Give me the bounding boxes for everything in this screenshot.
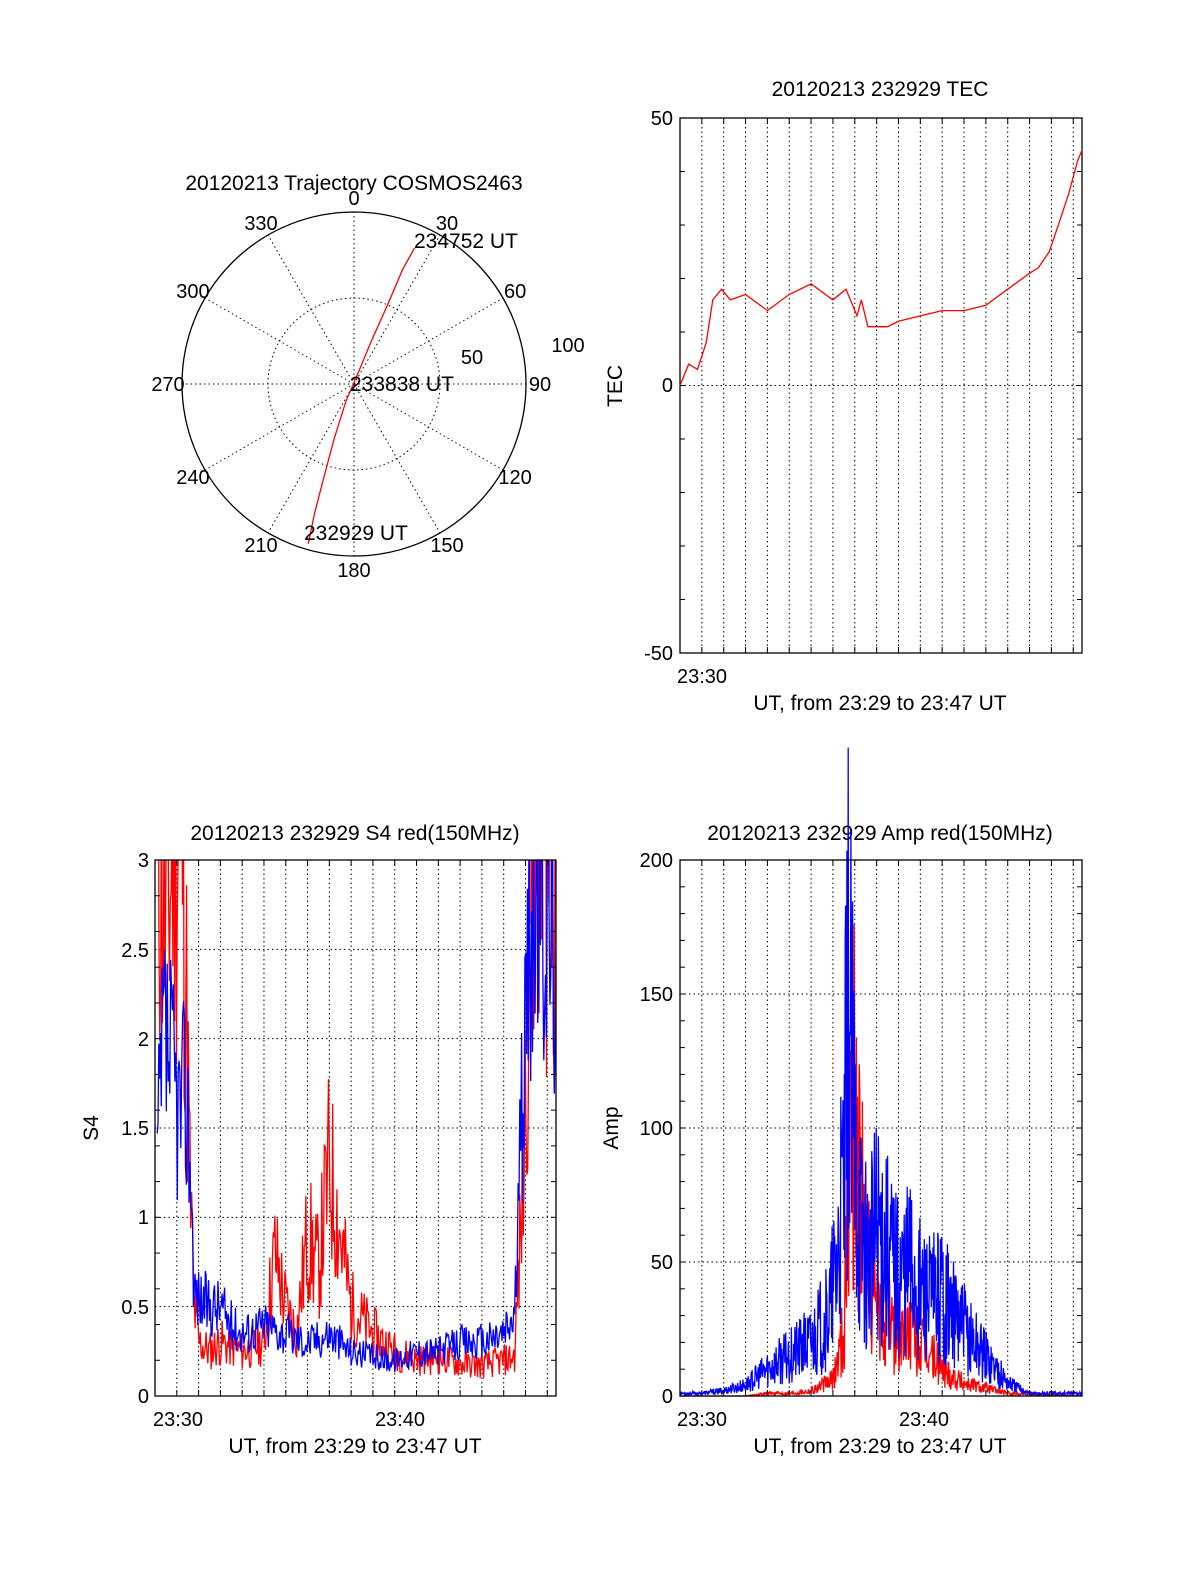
polar-title: 20120213 Trajectory COSMOS2463 bbox=[185, 172, 522, 195]
tec-plot-frame bbox=[679, 117, 1083, 654]
tec-ytick-0: 0 bbox=[662, 375, 673, 397]
polar-grid-spoke-120 bbox=[353, 383, 504, 471]
tec-ytick-50: 50 bbox=[651, 108, 673, 130]
polar-grid-spoke-60 bbox=[353, 297, 504, 385]
s4-ytick-1.5: 1.5 bbox=[121, 1118, 149, 1140]
polar-angle-label-60: 60 bbox=[504, 281, 526, 303]
s4-ytick-3: 3 bbox=[138, 850, 149, 872]
polar-angle-label-180: 180 bbox=[337, 560, 370, 582]
amp-blue-series-line bbox=[679, 747, 1083, 1398]
amp-ytick-50: 50 bbox=[651, 1252, 673, 1274]
polar-trajectory-line bbox=[307, 247, 416, 544]
s4-ylabel: S4 bbox=[80, 1115, 103, 1141]
amp-xtick-2340: 23:40 bbox=[899, 1409, 949, 1431]
polar-grid-spoke-300 bbox=[204, 297, 355, 385]
polar-angle-label-30: 30 bbox=[436, 213, 458, 235]
polar-angle-label-270: 270 bbox=[151, 374, 184, 396]
polar-annotation-end: 234752 UT bbox=[414, 230, 518, 253]
tec-grid bbox=[680, 118, 1082, 653]
amp-title: 20120213 232929 Amp red(150MHz) bbox=[707, 822, 1053, 845]
amp-chart: 20120213 232929 Amp red(150MHz) 0 50 100… bbox=[600, 747, 1083, 1458]
polar-radius-label-100: 100 bbox=[551, 335, 584, 357]
tec-ylabel: TEC bbox=[604, 365, 627, 407]
amp-ytick-0: 0 bbox=[662, 1386, 673, 1408]
amp-ticks bbox=[680, 859, 1082, 1397]
s4-ytick-2.5: 2.5 bbox=[121, 940, 149, 962]
polar-angle-label-120: 120 bbox=[498, 467, 531, 489]
polar-grid-spoke-30 bbox=[353, 234, 441, 385]
s4-xlabel: UT, from 23:29 to 23:47 UT bbox=[228, 1435, 481, 1458]
amp-ytick-100: 100 bbox=[640, 1118, 673, 1140]
amp-xlabel: UT, from 23:29 to 23:47 UT bbox=[753, 1435, 1006, 1458]
s4-blue-series-line bbox=[156, 860, 556, 1373]
polar-angle-label-210: 210 bbox=[244, 535, 277, 557]
amp-ytick-150: 150 bbox=[640, 984, 673, 1006]
polar-angle-label-90: 90 bbox=[529, 374, 551, 396]
polar-grid-spoke-240 bbox=[204, 383, 355, 471]
polar-chart: 20120213 Trajectory COSMOS2463 0 30 60 90 12… bbox=[151, 172, 584, 582]
polar-grid-spoke-210 bbox=[267, 383, 355, 534]
s4-ytick-0.5: 0.5 bbox=[121, 1297, 149, 1319]
polar-grid bbox=[182, 212, 526, 556]
s4-title: 20120213 232929 S4 red(150MHz) bbox=[190, 822, 519, 845]
tec-ytick-minus50: -50 bbox=[644, 643, 673, 665]
tec-title: 20120213 232929 TEC bbox=[772, 78, 989, 101]
tec-chart: 20120213 232929 TEC 50 0 -50 23:30 UT, f… bbox=[604, 78, 1083, 715]
polar-radius-label-50: 50 bbox=[461, 347, 483, 369]
polar-angle-label-330: 330 bbox=[244, 213, 277, 235]
amp-ylabel: Amp bbox=[600, 1106, 623, 1149]
polar-angle-label-150: 150 bbox=[430, 535, 463, 557]
polar-annotation-mid: 233838 UT bbox=[350, 373, 454, 396]
s4-ytick-0: 0 bbox=[138, 1386, 149, 1408]
s4-plot-frame bbox=[154, 859, 557, 1397]
polar-angle-labels: 0 30 60 90 120 150 180 210 240 270 300 330 bbox=[151, 188, 551, 582]
polar-angle-label-0: 0 bbox=[348, 188, 359, 210]
amp-ytick-200: 200 bbox=[640, 850, 673, 872]
polar-annotation-start: 232929 UT bbox=[304, 522, 408, 545]
s4-ticks bbox=[155, 859, 556, 1397]
polar-angle-label-300: 300 bbox=[176, 281, 209, 303]
s4-xtick-2330: 23:30 bbox=[153, 1409, 203, 1431]
tec-xtick-2330: 23:30 bbox=[677, 666, 727, 688]
s4-ytick-1: 1 bbox=[138, 1207, 149, 1229]
s4-xtick-2340: 23:40 bbox=[375, 1409, 425, 1431]
tec-series-line bbox=[679, 149, 1083, 386]
polar-outer-ring bbox=[181, 211, 527, 557]
polar-grid-spoke-330 bbox=[267, 234, 355, 385]
tec-xlabel: UT, from 23:29 to 23:47 UT bbox=[753, 692, 1006, 715]
tec-ticks bbox=[680, 117, 1082, 654]
amp-xtick-2330: 23:30 bbox=[677, 1409, 727, 1431]
polar-angle-label-240: 240 bbox=[176, 467, 209, 489]
s4-chart: 20120213 232929 S4 red(150MHz) 0 0.5 1 1… bbox=[80, 822, 557, 1458]
s4-red-series-line bbox=[158, 860, 556, 1379]
polar-grid-spoke-150 bbox=[353, 383, 441, 534]
s4-ytick-2: 2 bbox=[138, 1029, 149, 1051]
